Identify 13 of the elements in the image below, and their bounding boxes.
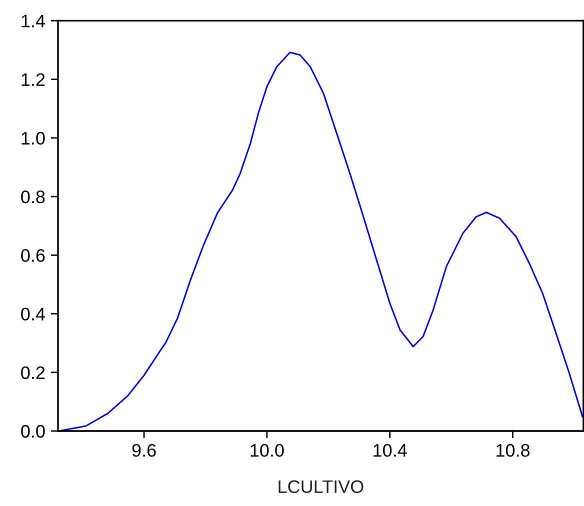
- y-tick-label: 0.2: [21, 366, 45, 380]
- x-tick-label: 9.6: [132, 444, 156, 457]
- y-tick-label: 1.0: [22, 132, 45, 145]
- x-tick-label: 10.0: [250, 444, 284, 457]
- x-axis-title: LCULTIVO: [278, 480, 364, 494]
- y-tick-label: 0.8: [21, 190, 45, 204]
- y-tick-label: 0.6: [21, 249, 45, 262]
- x-tick-label: 10.4: [374, 444, 407, 457]
- y-tick-label: 0.0: [21, 424, 45, 438]
- y-tick-label: 0.4: [21, 308, 45, 320]
- x-tick-label: 10.8: [496, 444, 530, 457]
- y-tick-label: 1.4: [22, 14, 45, 28]
- y-tick-label: 1.2: [22, 73, 45, 86]
